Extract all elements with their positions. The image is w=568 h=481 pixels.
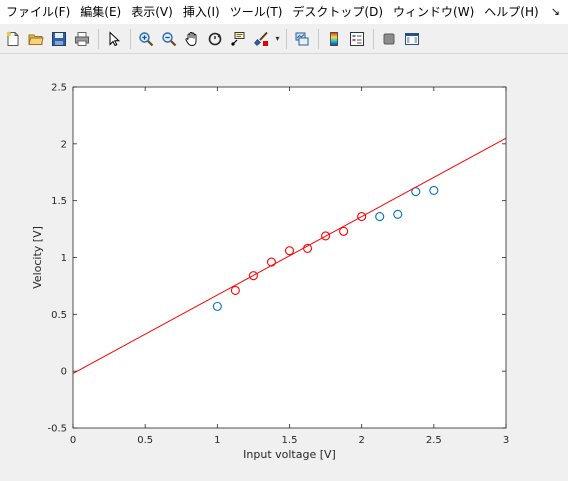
menu-insert[interactable]: 挿入(I) xyxy=(182,5,220,19)
save-icon[interactable] xyxy=(48,28,70,50)
print-icon[interactable] xyxy=(71,28,93,50)
zoom-in-icon[interactable] xyxy=(135,28,157,50)
figure-canvas: 0 0.5 1 1.5 2 2.5 3 -0.5 0 0.5 1 1.5 2 2.5 Input volt… xyxy=(0,55,568,481)
menu-desktop[interactable]: デスクトップ(D) xyxy=(292,5,384,19)
y-tick-label: 1 xyxy=(61,253,67,264)
figure-toolbar: ▾ xyxy=(0,24,568,54)
x-tick-label: 2.5 xyxy=(426,435,442,446)
data-point-series-1 xyxy=(248,271,258,281)
data-point-series-1 xyxy=(357,212,367,222)
brush-dropdown-arrow-icon[interactable]: ▾ xyxy=(275,34,280,43)
axes-background xyxy=(73,87,506,428)
data-point-series-1 xyxy=(284,246,295,256)
link-plot-icon[interactable] xyxy=(291,28,313,50)
open-file-icon[interactable] xyxy=(25,28,47,50)
data-cursor-icon[interactable] xyxy=(227,28,249,50)
data-point-series-0 xyxy=(429,185,439,195)
colorbar-icon[interactable] xyxy=(323,28,345,50)
toolbar-separator xyxy=(98,28,99,49)
x-tick-label: 1 xyxy=(214,435,220,446)
x-tick-label: 2 xyxy=(358,435,364,446)
y-tick-label: -0.5 xyxy=(47,424,67,435)
toolbar-separator xyxy=(286,28,287,49)
pointer-icon[interactable] xyxy=(103,28,125,50)
menu-help[interactable]: ヘルプ(H) xyxy=(484,5,539,19)
data-point-series-1 xyxy=(321,231,331,241)
data-point-series-0 xyxy=(393,209,403,219)
data-point-series-1 xyxy=(339,226,349,236)
x-tick-label: 3 xyxy=(503,435,509,446)
toolbar-separator xyxy=(373,28,374,49)
x-tick-label: 1.5 xyxy=(282,435,298,446)
y-axis-label: Velocity [V] xyxy=(31,226,44,289)
plot-marks xyxy=(73,137,506,374)
y-tick-label: 0 xyxy=(61,367,67,378)
hide-plot-tools-icon[interactable] xyxy=(378,28,400,50)
y-tick-label: 1.5 xyxy=(51,196,67,207)
y-tick-label: 2.5 xyxy=(51,83,67,94)
brush-icon[interactable] xyxy=(250,28,272,50)
y-tick-label: 2 xyxy=(61,139,67,150)
menu-window[interactable]: ウィンドウ(W) xyxy=(393,5,475,19)
plot-area xyxy=(73,87,506,428)
zoom-out-icon[interactable] xyxy=(158,28,180,50)
fit-line xyxy=(73,137,506,374)
pan-hand-icon[interactable] xyxy=(181,28,203,50)
x-axis-label: Input voltage [V] xyxy=(243,448,336,461)
toolbar-separator xyxy=(130,28,131,49)
y-tick-label: 0.5 xyxy=(51,310,67,321)
toolbar-separator xyxy=(318,28,319,49)
data-point-series-0 xyxy=(375,212,385,222)
menu-file[interactable]: ファイル(F) xyxy=(6,5,71,19)
menubar: ファイル(F) 編集(E) 表示(V) 挿入(I) ツール(T) デスクトップ(… xyxy=(0,0,568,24)
plot-axes[interactable]: 0 0.5 1 1.5 2 2.5 3-0.500.511.522.5 Input volt… xyxy=(0,55,568,481)
data-point-series-0 xyxy=(212,301,222,311)
dock-arrow-icon[interactable]: ↘ xyxy=(550,5,560,18)
menu-view[interactable]: 表示(V) xyxy=(131,5,173,19)
axes-box xyxy=(72,86,507,429)
new-figure-icon[interactable] xyxy=(2,28,24,50)
rotate-3d-icon[interactable] xyxy=(204,28,226,50)
x-tick-label: 0.5 xyxy=(137,435,153,446)
legend-icon[interactable] xyxy=(346,28,368,50)
axis-ticks: 0 0.5 1 1.5 2 2.5 3-0.500.511.522.5 xyxy=(47,83,509,447)
show-plot-tools-icon[interactable] xyxy=(401,28,423,50)
menu-tools[interactable]: ツール(T) xyxy=(229,5,283,19)
data-point-series-1 xyxy=(230,285,240,296)
menu-edit[interactable]: 編集(E) xyxy=(80,5,122,19)
x-tick-label: 0 xyxy=(70,435,76,446)
